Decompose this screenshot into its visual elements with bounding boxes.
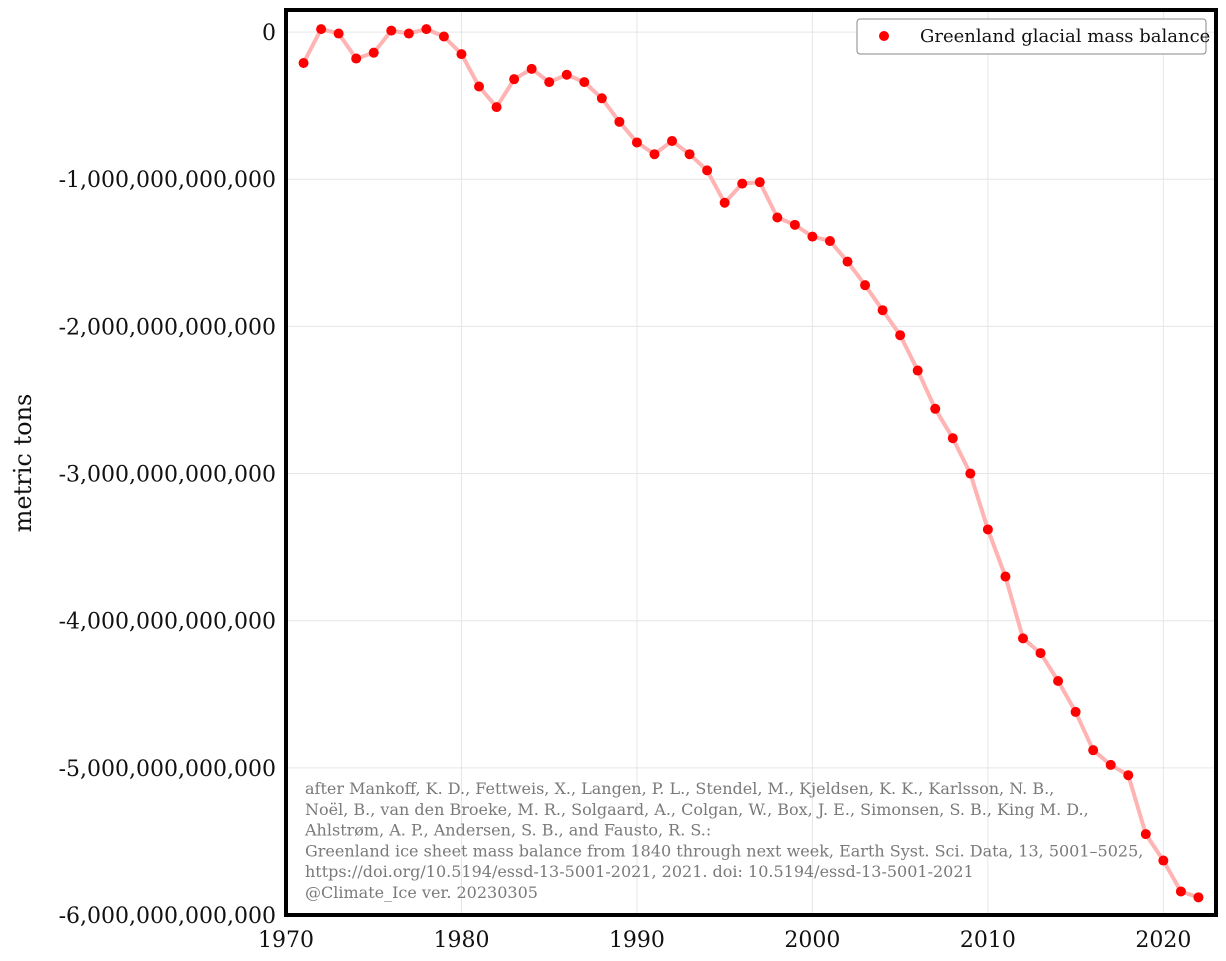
data-point (596, 93, 607, 104)
series-line-group (301, 27, 1200, 900)
x-tick-label: 1990 (609, 928, 665, 953)
x-tick-label: 1970 (258, 928, 314, 953)
data-point (333, 28, 344, 39)
data-point (1123, 770, 1134, 781)
data-point (403, 28, 414, 39)
data-point (684, 149, 695, 160)
citation-line: after Mankoff, K. D., Fettweis, X., Lang… (305, 779, 1054, 798)
plot-frame (284, 8, 1218, 917)
data-point (509, 74, 520, 85)
data-point (1140, 829, 1151, 840)
data-point (754, 177, 765, 188)
y-tick-label: -5,000,000,000,000 (59, 757, 276, 782)
y-tick-labels: 0 -1,000,000,000,000 -2,000,000,000,000 -3,… (59, 21, 276, 929)
data-point (1070, 706, 1081, 717)
legend-box (856, 18, 1207, 55)
x-tick-labels: 1970 1980 1990 2000 2010 2020 (258, 928, 1191, 953)
data-point (1017, 633, 1028, 644)
data-point (351, 53, 362, 64)
legend-marker (879, 31, 889, 41)
data-point (947, 433, 958, 444)
data-point (649, 149, 660, 160)
data-point (438, 31, 449, 42)
series-points-group (298, 24, 1204, 903)
data-point (667, 135, 678, 146)
data-point (789, 219, 800, 230)
data-point (912, 365, 923, 376)
data-point (368, 47, 379, 58)
data-point (421, 24, 432, 35)
y-tick-label: -3,000,000,000,000 (59, 463, 276, 488)
data-point (526, 63, 537, 74)
x-tick-label: 2010 (960, 928, 1016, 953)
data-point (544, 77, 555, 88)
data-point (614, 116, 625, 127)
x-tick-label: 2000 (784, 928, 840, 953)
data-point (719, 197, 730, 208)
data-point (842, 256, 853, 267)
data-point (1193, 892, 1204, 903)
citation-line: Ahlstrøm, A. P., Andersen, S. B., and Fa… (304, 821, 711, 840)
data-point (491, 102, 502, 113)
x-tick-label: 1980 (433, 928, 489, 953)
data-point (982, 524, 993, 535)
data-point (965, 468, 976, 479)
y-tick-label: -6,000,000,000,000 (59, 904, 276, 929)
data-point (807, 231, 818, 242)
data-point (298, 57, 309, 68)
citation-annotation: after Mankoff, K. D., Fettweis, X., Lang… (304, 779, 1143, 902)
data-point (474, 81, 485, 92)
data-point (386, 25, 397, 36)
data-point (702, 165, 713, 176)
data-point (824, 236, 835, 247)
y-tick-label: -2,000,000,000,000 (59, 315, 276, 340)
data-point (1105, 759, 1116, 770)
y-tick-label: 0 (262, 21, 276, 46)
y-axis-label: metric tons (9, 394, 37, 533)
data-point (1088, 745, 1099, 756)
citation-line: https://doi.org/10.5194/essd-13-5001-202… (305, 862, 974, 881)
data-point (561, 69, 572, 80)
legend-label: Greenland glacial mass balance (920, 26, 1210, 47)
series-line (301, 27, 1200, 900)
data-point (772, 212, 783, 223)
citation-line: Greenland ice sheet mass balance from 18… (305, 841, 1143, 860)
data-point (1158, 855, 1169, 866)
y-tick-label: -1,000,000,000,000 (59, 168, 276, 193)
data-point (1175, 886, 1186, 897)
data-point (631, 137, 642, 148)
data-point (1053, 676, 1064, 687)
data-point (877, 305, 888, 316)
data-point (316, 24, 327, 35)
data-point (1000, 571, 1011, 582)
data-point (456, 49, 467, 60)
data-point (930, 403, 941, 414)
y-tick-label: -4,000,000,000,000 (59, 610, 276, 635)
x-tick-label: 2020 (1135, 928, 1191, 953)
data-point (737, 178, 748, 189)
data-point (579, 77, 590, 88)
citation-line: Noël, B., van den Broeke, M. R., Solgaar… (305, 800, 1089, 819)
data-point (860, 280, 871, 291)
data-point (1035, 648, 1046, 659)
legend: Greenland glacial mass balance (856, 18, 1210, 55)
data-point (895, 330, 906, 341)
citation-line: @Climate_Ice ver. 20230305 (305, 883, 538, 902)
